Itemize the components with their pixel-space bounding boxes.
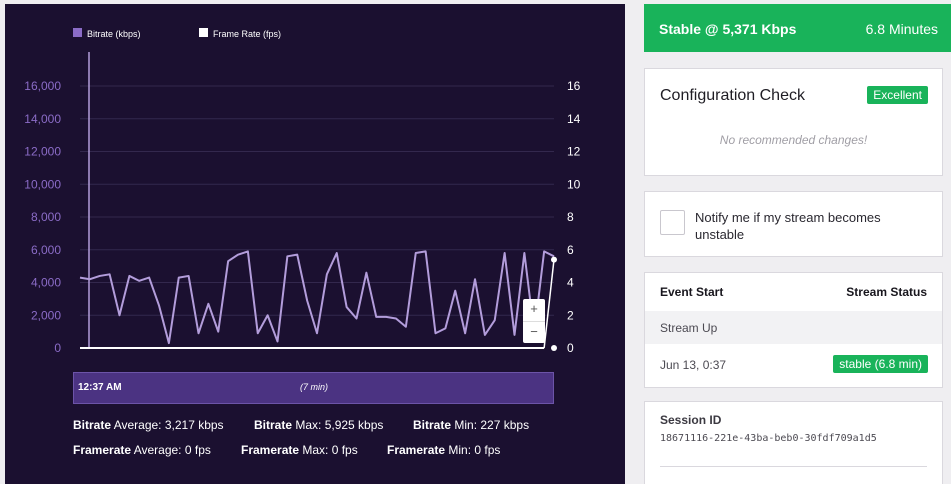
event-label: Stream Up bbox=[660, 321, 718, 335]
legend-swatch bbox=[73, 28, 82, 37]
stream-status-badge: stable (6.8 min) bbox=[833, 355, 928, 373]
y-left-tick-label: 6,000 bbox=[31, 243, 61, 257]
y-left-tick-label: 2,000 bbox=[31, 308, 61, 322]
configuration-check-title: Configuration Check bbox=[660, 87, 805, 104]
notify-unstable-card: Notify me if my stream becomes unstable bbox=[644, 191, 943, 257]
event-date: Jun 13, 0:37 bbox=[660, 358, 727, 372]
table-row: Stream Up bbox=[645, 311, 942, 344]
notify-unstable-checkbox[interactable] bbox=[660, 210, 685, 235]
framerate-end-point bbox=[551, 256, 557, 263]
y-right-tick-label: 2 bbox=[567, 308, 574, 322]
y-left-tick-label: 12,000 bbox=[24, 145, 61, 159]
y-right-tick-label: 0 bbox=[567, 341, 574, 355]
y-right-tick-label: 6 bbox=[567, 243, 574, 257]
events-table-header: Event Start Stream Status bbox=[645, 273, 942, 311]
configuration-note: No recommended changes! bbox=[719, 133, 868, 147]
bitrate-average: Bitrate Average: 3,217 kbps bbox=[73, 418, 224, 432]
y-left-tick-label: 10,000 bbox=[24, 177, 61, 191]
table-row: Jun 13, 0:37 stable (6.8 min) bbox=[645, 344, 942, 388]
bitrate-max: Bitrate Max: 5,925 kbps bbox=[254, 418, 384, 432]
y-right-tick-label: 16 bbox=[567, 79, 581, 93]
y-left-tick-label: 0 bbox=[54, 341, 61, 355]
timeline-navigator[interactable]: 12:37 AM (7 min) bbox=[73, 372, 554, 404]
framerate-baseline-point bbox=[551, 345, 557, 351]
configuration-check-card: Configuration Check Excellent No recomme… bbox=[644, 68, 943, 176]
session-id-value: 18671116-221e-43ba-beb0-30fdf709a1d5 bbox=[660, 433, 877, 444]
y-right-tick-label: 10 bbox=[567, 177, 581, 191]
notify-unstable-label[interactable]: Notify me if my stream becomes unstable bbox=[695, 210, 881, 242]
framerate-series-segment bbox=[543, 259, 555, 349]
timeline-duration: (7 min) bbox=[300, 382, 329, 392]
y-left-tick-label: 14,000 bbox=[24, 112, 61, 126]
y-left-tick-label: 4,000 bbox=[31, 276, 61, 290]
framerate-max: Framerate Max: 0 fps bbox=[241, 443, 358, 457]
legend-label: Bitrate (kbps) bbox=[87, 29, 141, 39]
configuration-rating-badge: Excellent bbox=[867, 86, 928, 104]
bitrate-framerate-chart: 0 2,000 4,000 6,000 8,000 10,000 12,000 14,000 1… bbox=[24, 28, 581, 355]
y-left-tick-label: 16,000 bbox=[24, 79, 61, 93]
stream-status-bar: Stable @ 5,371 Kbps 6.8 Minutes bbox=[644, 4, 951, 52]
column-event-start: Event Start bbox=[660, 285, 724, 299]
bitrate-series-line bbox=[79, 250, 555, 345]
stream-duration: 6.8 Minutes bbox=[865, 21, 938, 37]
timeline-start-time: 12:37 AM bbox=[78, 382, 122, 393]
bitrate-min: Bitrate Min: 227 kbps bbox=[413, 418, 530, 432]
column-stream-status: Stream Status bbox=[846, 285, 927, 299]
zoom-in-button[interactable]: + bbox=[530, 301, 538, 316]
y-right-tick-label: 14 bbox=[567, 112, 581, 126]
zoom-controls: + − bbox=[523, 299, 545, 343]
y-right-tick-label: 12 bbox=[567, 145, 581, 159]
events-table: Event Start Stream Status Stream Up Jun … bbox=[644, 272, 943, 388]
y-right-tick-label: 8 bbox=[567, 210, 574, 224]
stream-chart-panel: 0 2,000 4,000 6,000 8,000 10,000 12,000 14,000 1… bbox=[5, 4, 625, 484]
legend-label: Frame Rate (fps) bbox=[213, 29, 281, 39]
divider bbox=[660, 466, 927, 467]
stream-status-label: Stable @ 5,371 Kbps bbox=[659, 21, 797, 37]
y-right-tick-label: 4 bbox=[567, 276, 574, 290]
session-card: Session ID 18671116-221e-43ba-beb0-30fdf… bbox=[644, 401, 943, 484]
zoom-out-button[interactable]: − bbox=[523, 321, 545, 343]
legend-swatch bbox=[199, 28, 208, 37]
framerate-min: Framerate Min: 0 fps bbox=[387, 443, 501, 457]
y-left-tick-label: 8,000 bbox=[31, 210, 61, 224]
framerate-average: Framerate Average: 0 fps bbox=[73, 443, 211, 457]
session-id-label: Session ID bbox=[660, 413, 722, 427]
